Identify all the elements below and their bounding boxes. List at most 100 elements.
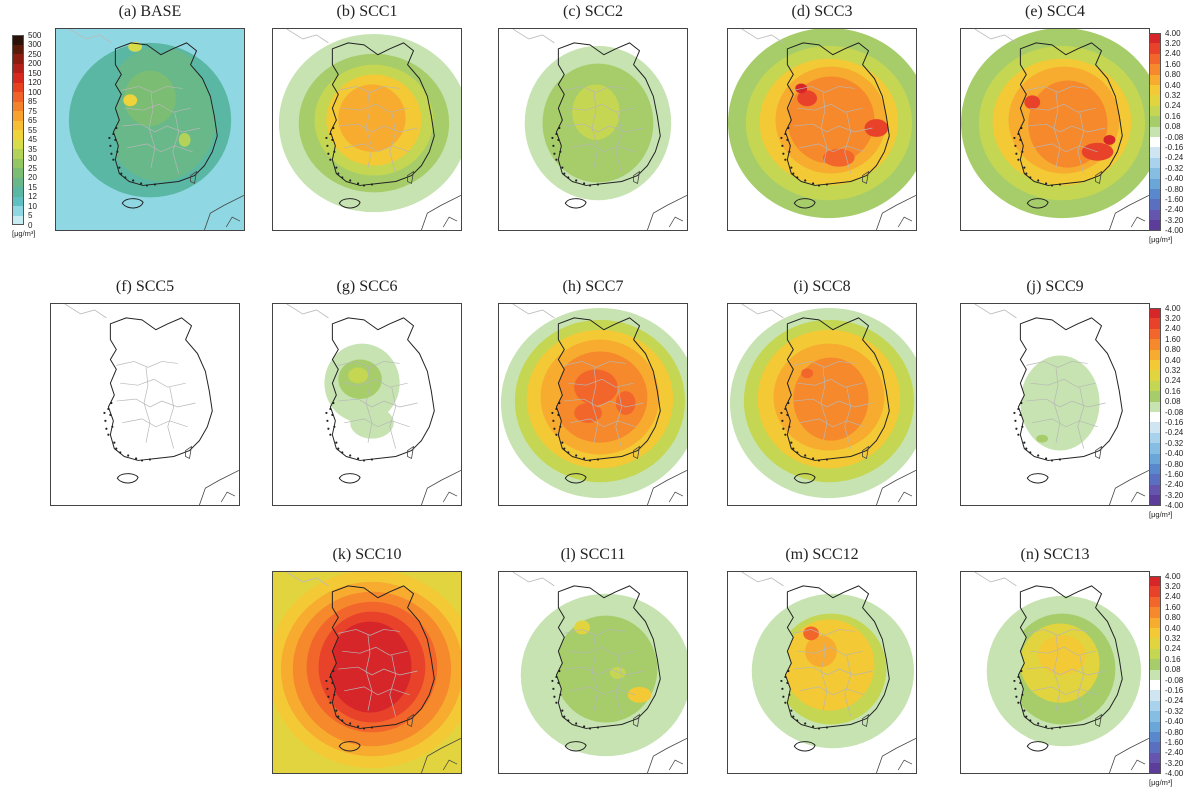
colorbar-swatch [12,215,24,225]
island [113,441,116,444]
island [1013,136,1016,140]
island [109,413,112,416]
colorbar-swatch [1149,422,1161,433]
korea-coastline [1017,585,1123,729]
kyushu-coastline [668,491,684,503]
kyushu-coastline [442,216,458,228]
colorbar-tick-label: 3.20 [1165,313,1181,323]
province-boundary [1053,367,1061,443]
colorbar-swatch [1149,178,1161,189]
colorbar-tick-label: 0.16 [1165,111,1181,121]
colorbar-swatch [1149,43,1161,54]
province-boundary [844,655,852,717]
panel-k: (k) SCC10 [272,545,462,774]
kyushu-coastline [225,216,241,228]
panel-map [727,571,917,774]
colorbar-tick-label: 1.60 [1165,602,1181,612]
colorbar-swatch [12,63,24,73]
colorbar-swatch [12,73,24,83]
island [329,433,332,436]
island [331,413,334,416]
island [557,681,560,684]
panel-title: (f) SCC5 [115,278,175,295]
island [1019,413,1022,416]
panel-map [960,28,1150,231]
field-contour [1038,635,1086,675]
colorbar-swatch [1149,199,1161,210]
island [567,451,570,454]
colorbar-swatch [12,92,24,102]
province-boundary [793,666,873,676]
island [329,701,332,704]
province-boundary [1032,686,1098,696]
colorbar-tick-label: -0.16 [1165,142,1184,152]
colorbar-swatch [1149,607,1161,618]
jeju-coastline [564,741,587,752]
island [349,722,352,725]
japan-coastline [1109,469,1149,505]
province-boundary [365,367,373,443]
field-contour [822,148,855,167]
colorbar-tick-label: 0.08 [1165,665,1181,675]
jeju-coastline [116,473,139,484]
jeju-coastline [793,473,816,484]
island [110,152,113,155]
korea-coastline [555,42,661,186]
kyushu-coastline [668,759,684,771]
island [575,722,578,725]
island [103,411,106,415]
colorbar-swatch [1149,690,1161,701]
colorbar-swatch [12,82,24,92]
island [1050,459,1054,462]
province-boundary [793,398,873,408]
kyushu-coastline [442,759,458,771]
island [104,419,107,422]
panel-i: (i) SCC8 [727,277,917,506]
panel-f: (f) SCC5 [50,277,240,506]
map-svg [278,29,461,230]
island [112,132,115,136]
map-svg [501,304,687,505]
island [1021,425,1024,428]
island [583,457,586,460]
korea-coastline [784,42,890,186]
province-boundary [799,686,865,696]
island [335,709,338,712]
panel-e: (e) SCC4 [960,2,1150,231]
colorbar-swatch [12,177,24,187]
korea-coastline [329,585,435,729]
island [559,693,562,696]
island [362,184,366,187]
island [341,451,344,454]
colorbar-tick-label: 4.00 [1165,571,1181,581]
province-boundary [844,387,852,449]
province-boundary [797,646,863,656]
colorbar-tick-label: -0.80 [1165,727,1184,737]
province-boundary [338,123,418,133]
colorbar-swatch [1149,105,1161,117]
panel-title: (e) SCC4 [1025,3,1085,20]
island [333,150,336,153]
province-boundary [120,378,186,388]
geography [512,304,687,505]
island [1017,158,1020,161]
map-svg [730,304,916,505]
colorbar-tick-label: -4.00 [1165,501,1184,511]
colorbar-tick-label: 0.80 [1165,613,1181,623]
island [1023,441,1026,444]
china-border [741,572,784,587]
panel-title: (g) SCC6 [336,278,398,295]
field-contour [338,84,406,152]
province-boundary [793,361,855,368]
panel-b: (b) SCC1 [272,2,462,231]
colorbar-tick-label: -0.08 [1165,132,1184,142]
panel-h: (h) SCC7 [498,277,688,506]
tsushima-island [1095,170,1103,185]
island [567,719,570,722]
island [790,166,793,169]
colorbar-unit: [μg/m³] [1149,777,1173,787]
island [551,679,554,683]
colorbar-unit: [μg/m³] [1149,234,1173,244]
island [1029,451,1032,454]
colorbar-tick-label: 0.08 [1165,397,1181,407]
